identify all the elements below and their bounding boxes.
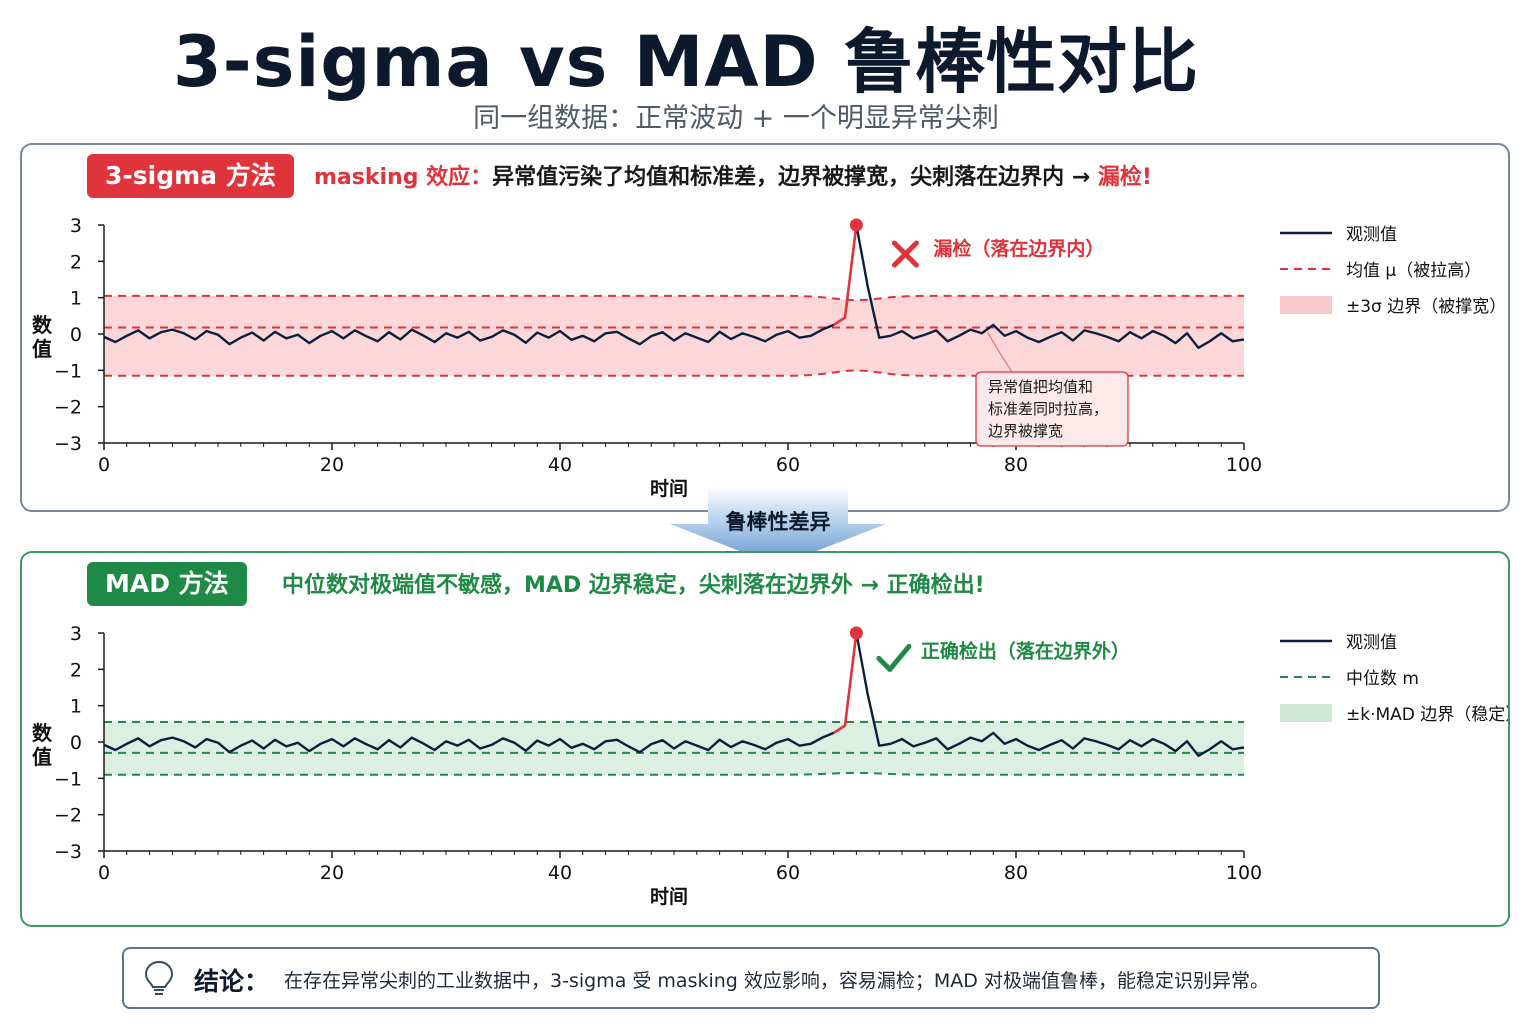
lower-bound-line <box>104 369 1244 377</box>
check-icon <box>876 643 912 672</box>
x-tick-label: 20 <box>320 454 344 476</box>
y-axis-label: 值 <box>32 745 52 769</box>
mad-headline: 中位数对极端值不敏感，MAD 边界稳定，尖刺落在边界外 → 正确检出! <box>282 567 985 599</box>
down-arrow-icon <box>670 486 886 566</box>
mad-method-badge: MAD 方法 <box>87 562 247 606</box>
spike-point <box>849 218 863 232</box>
y-axis-label: 数 <box>32 721 53 745</box>
y-axis-label: 数 <box>32 313 53 337</box>
x-axis-label: 时间 <box>650 886 688 908</box>
x-tick-label: 0 <box>98 454 110 476</box>
y-tick-label: 2 <box>70 251 82 273</box>
y-axis-label: 值 <box>32 337 52 361</box>
mad-panel: MAD 方法 中位数对极端值不敏感，MAD 边界稳定，尖刺落在边界外 → 正确检… <box>20 551 1510 927</box>
x-tick-label: 20 <box>320 862 344 884</box>
spike-fall-line <box>855 632 1245 758</box>
callout-line: 边界被撑宽 <box>988 422 1063 440</box>
x-tick-label: 0 <box>98 862 110 884</box>
x-axis-label: 时间 <box>650 478 688 500</box>
x-tick-label: 80 <box>1004 862 1028 884</box>
y-tick-label: −3 <box>54 433 82 455</box>
conclusion-label: 结论： <box>194 967 270 996</box>
x-tick-label: 80 <box>1004 454 1028 476</box>
callout-box <box>975 371 1129 447</box>
legend-center-label: 均值 μ（被拉高） <box>1346 261 1481 281</box>
callout-line: 异常值把均值和 <box>988 378 1093 396</box>
missed-label: 漏检（落在边界内） <box>933 237 1104 260</box>
spike-rise-line <box>832 632 858 735</box>
sigma-headline: masking 效应：异常值污染了均值和标准差，边界被撑宽，尖刺落在边界内 → … <box>314 159 1152 191</box>
y-tick-label: −2 <box>54 805 82 827</box>
lightbulb-icon <box>144 960 174 995</box>
legend-band-swatch <box>1280 704 1332 722</box>
missed-x-icon <box>891 240 919 268</box>
conclusion-box: 结论： 在存在异常尖刺的工业数据中，3-sigma 受 masking 效应影响… <box>122 947 1380 1009</box>
sigma-headline-body: 异常值污染了均值和标准差，边界被撑宽，尖刺落在边界内 → <box>492 165 1098 190</box>
mad-headline-body: 中位数对极端值不敏感，MAD 边界稳定，尖刺落在边界外 → <box>282 573 887 598</box>
observed-line <box>103 731 835 754</box>
x-tick-label: 40 <box>548 454 572 476</box>
y-tick-label: 2 <box>70 659 82 681</box>
callout-line: 标准差同时拉高， <box>988 400 1108 418</box>
sigma-panel: 3-sigma 方法 masking 效应：异常值污染了均值和标准差，边界被撑宽… <box>20 143 1510 512</box>
spike-rise-line <box>832 224 858 327</box>
x-tick-label: 60 <box>776 454 800 476</box>
mad-headline-result: 正确检出! <box>886 573 985 598</box>
y-tick-label: 1 <box>70 696 82 718</box>
x-tick-label: 40 <box>548 862 572 884</box>
y-tick-label: −1 <box>54 768 82 790</box>
y-tick-label: −2 <box>54 397 82 419</box>
spike-fall-line <box>855 224 1245 350</box>
observed-line <box>103 323 835 346</box>
y-tick-label: 3 <box>70 215 82 237</box>
legend-band-label: ±3σ 边界（被撑宽） <box>1346 297 1506 317</box>
legend-observed-label: 观测值 <box>1346 633 1397 653</box>
legend-band-swatch <box>1280 296 1332 314</box>
legend-band-label: ±k·MAD 边界（稳定） <box>1346 705 1508 725</box>
sigma-headline-result: 漏检! <box>1097 165 1152 190</box>
y-tick-label: 0 <box>70 324 82 346</box>
sigma-method-badge: 3-sigma 方法 <box>87 154 294 198</box>
y-tick-label: 3 <box>70 623 82 645</box>
x-tick-label: 60 <box>776 862 800 884</box>
band-area <box>104 295 1244 376</box>
y-tick-label: −1 <box>54 360 82 382</box>
page-subtitle: 同一组数据：正常波动 + 一个明显异常尖刺 <box>473 103 999 134</box>
conclusion-text: 在存在异常尖刺的工业数据中，3-sigma 受 masking 效应影响，容易漏… <box>284 970 1269 992</box>
x-tick-label: 100 <box>1226 454 1262 476</box>
legend-observed-label: 观测值 <box>1346 225 1397 245</box>
upper-bound-line <box>104 294 1244 302</box>
page-title: 3-sigma vs MAD 鲁棒性对比 <box>172 21 1200 103</box>
y-tick-label: −3 <box>54 841 82 863</box>
y-tick-label: 0 <box>70 732 82 754</box>
detected-label: 正确检出（落在边界外） <box>921 639 1130 662</box>
spike-point <box>849 626 863 640</box>
y-tick-label: 1 <box>70 288 82 310</box>
robustness-arrow: 鲁棒性差异 <box>668 486 888 566</box>
x-tick-label: 100 <box>1226 862 1262 884</box>
callout-leader <box>986 331 1013 373</box>
legend-center-label: 中位数 m <box>1346 669 1419 689</box>
robustness-arrow-label: 鲁棒性差异 <box>725 510 831 534</box>
lower-bound-line <box>104 771 1244 776</box>
sigma-headline-prefix: masking 效应： <box>314 165 493 190</box>
